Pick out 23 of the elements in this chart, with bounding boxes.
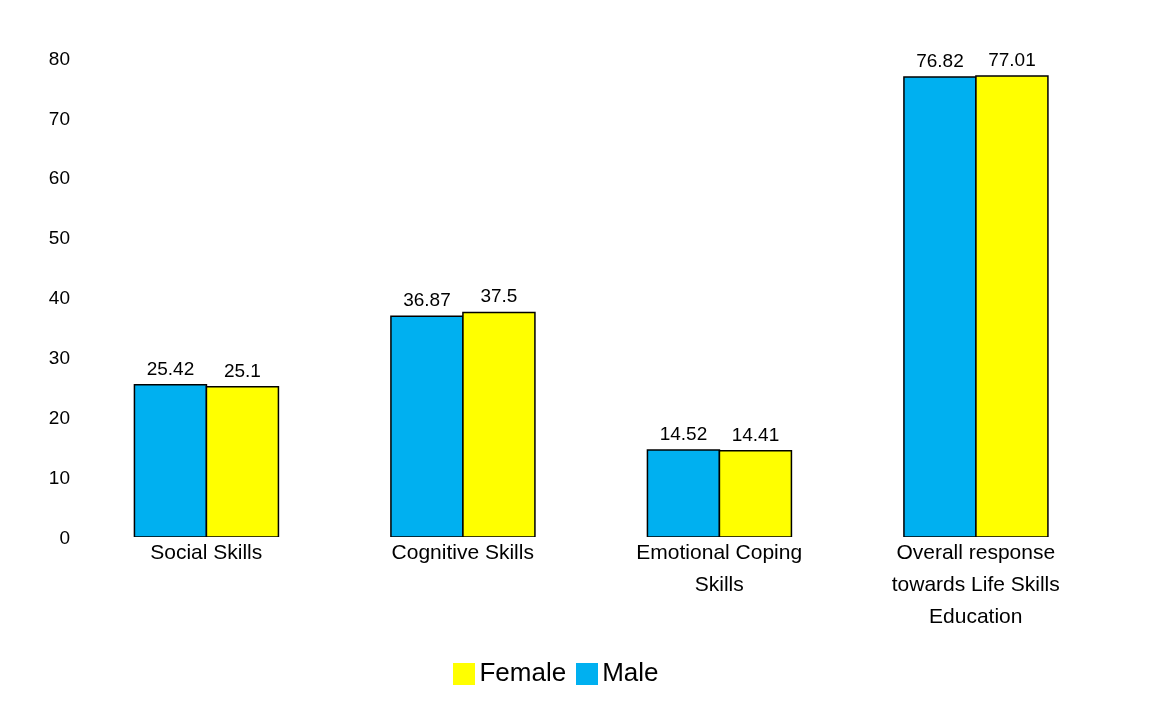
y-tick-label: 20 bbox=[48, 406, 70, 428]
y-tick-label: 10 bbox=[48, 466, 70, 488]
x-tick-label: Social Skills bbox=[150, 540, 263, 563]
y-tick-label: 50 bbox=[48, 227, 70, 249]
y-tick-label: 0 bbox=[59, 526, 70, 548]
y-tick-label: 30 bbox=[48, 347, 70, 369]
data-label: 25.1 bbox=[223, 359, 261, 381]
x-tick-label: Emotional Coping Skills bbox=[636, 540, 803, 595]
legend-label: Female bbox=[479, 657, 567, 687]
legend-label: Male bbox=[602, 657, 659, 687]
data-label: 37.5 bbox=[480, 285, 518, 307]
x-tick-label: Cognitive Skills bbox=[391, 540, 534, 563]
data-label: 25.42 bbox=[146, 357, 195, 379]
y-tick-label: 60 bbox=[48, 167, 70, 189]
data-label: 14.52 bbox=[659, 423, 708, 445]
y-tick-label: 80 bbox=[48, 47, 70, 69]
data-label: 14.41 bbox=[731, 423, 780, 445]
y-tick-label: 70 bbox=[48, 107, 70, 129]
data-label: 76.82 bbox=[916, 50, 964, 72]
data-label: 36.87 bbox=[403, 289, 451, 311]
y-tick-label: 40 bbox=[48, 287, 70, 309]
x-tick-label: Overall response towards Life Skills Education bbox=[891, 540, 1060, 627]
data-label: 77.01 bbox=[988, 48, 1036, 70]
